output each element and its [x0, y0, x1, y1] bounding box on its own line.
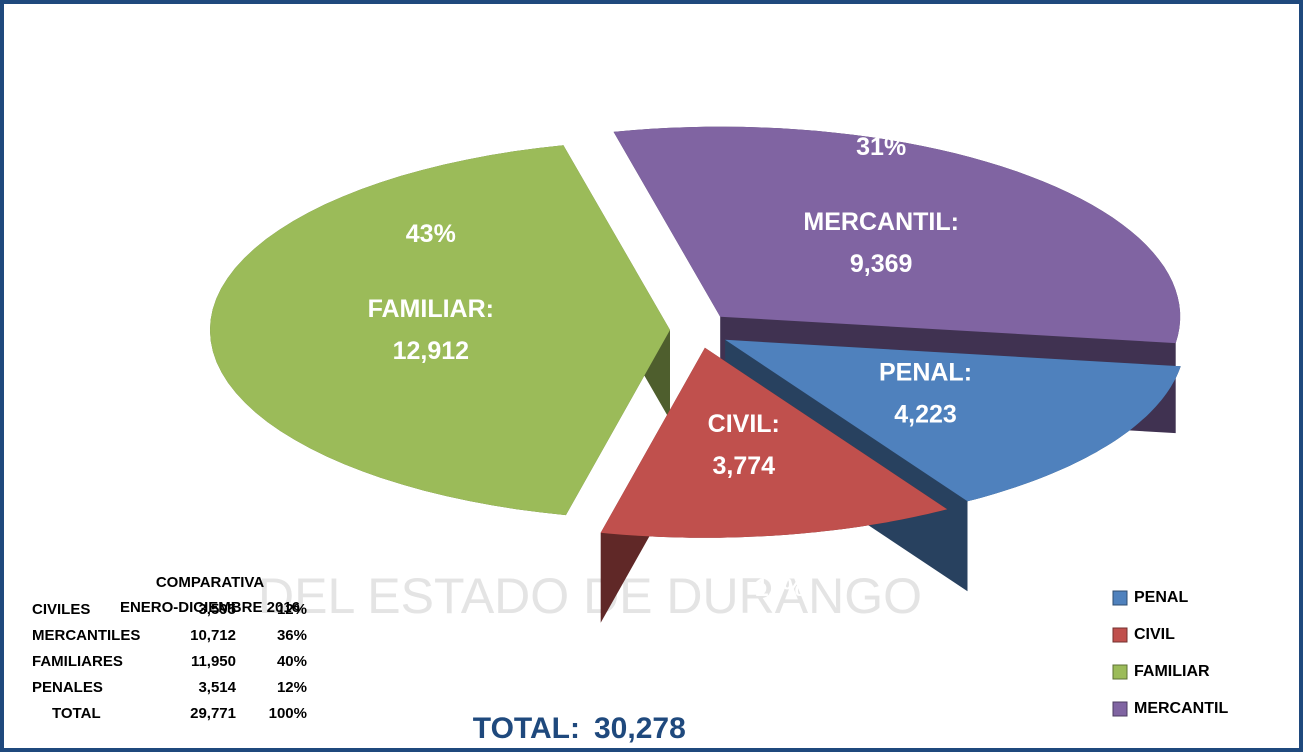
legend-swatch	[1112, 627, 1128, 643]
legend-label: PENAL	[1134, 589, 1188, 606]
table-cell: FAMILIARES	[32, 653, 123, 670]
table-cell: 100%	[269, 705, 307, 722]
slice	[725, 339, 1181, 502]
table-cell: 3,595	[198, 601, 236, 618]
table-cell: 10,712	[190, 627, 236, 644]
percent-label: 31%	[856, 133, 906, 161]
legend-swatch	[1112, 590, 1128, 606]
table-cell: 29,771	[190, 705, 236, 722]
legend-label: CIVIL	[1134, 626, 1175, 643]
total-value: 30,278	[594, 712, 686, 745]
table-cell: MERCANTILES	[32, 627, 140, 644]
legend-label: FAMILIAR	[1134, 663, 1210, 680]
slice-label: FAMILIAR:	[368, 295, 494, 323]
percent-label: 14%	[1085, 482, 1135, 510]
table-cell: 3,514	[198, 679, 236, 696]
value-label: 4,223	[894, 400, 957, 428]
table-cell: 12%	[277, 679, 307, 696]
table-title: ENERO-DICIEMBRE 2016	[120, 599, 300, 616]
watermark: DEL ESTADO DE DURANGO	[258, 568, 922, 624]
slice	[613, 126, 1181, 344]
table-cell: 11,950	[191, 653, 236, 670]
value-label: 12,912	[393, 337, 469, 365]
table-cell: 36%	[277, 627, 307, 644]
value-label: 3,774	[712, 452, 775, 480]
legend-label: MERCANTIL	[1134, 700, 1228, 717]
slice-label: PENAL:	[879, 358, 972, 386]
table-cell: TOTAL	[52, 705, 101, 722]
table-title: COMPARATIVA	[156, 574, 264, 591]
slice-label: MERCANTIL:	[803, 208, 959, 236]
slice	[210, 145, 670, 516]
slice-label: CIVIL:	[708, 410, 780, 438]
slice	[600, 347, 948, 538]
total-label: TOTAL:	[473, 712, 580, 745]
percent-label: 43%	[406, 220, 456, 248]
table-cell: CIVILES	[32, 601, 90, 618]
value-label: 9,369	[850, 250, 913, 278]
legend-swatch	[1112, 701, 1128, 717]
table-cell: 12%	[277, 601, 307, 618]
legend-swatch	[1112, 664, 1128, 680]
percent-label: 12%	[755, 574, 805, 602]
table-cell: 40%	[277, 653, 307, 670]
table-cell: PENALES	[32, 679, 103, 696]
